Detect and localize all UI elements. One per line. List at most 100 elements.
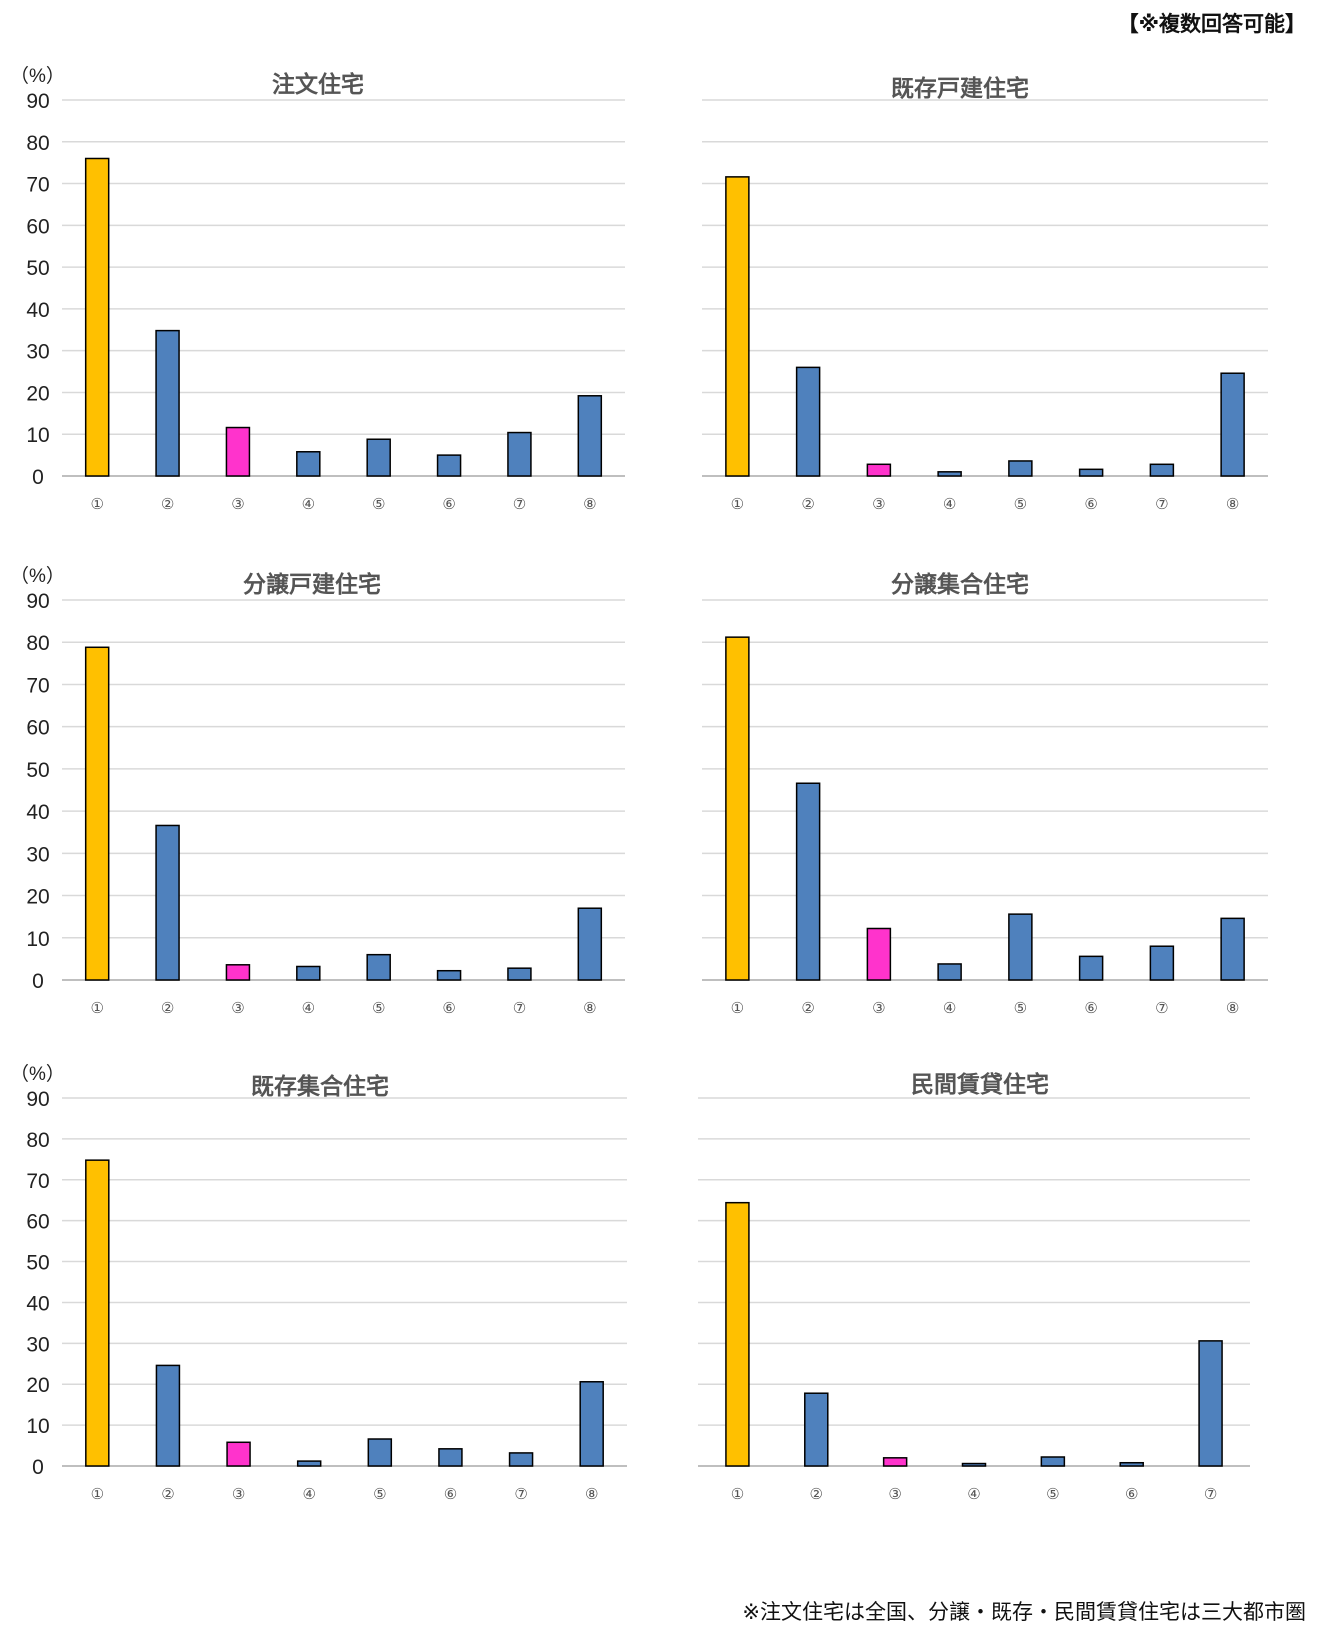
chart-panel-2: 既存戸建住宅 ① ② ③ ④ ⑤ ⑥ ⑦ ⑧ — [650, 60, 1320, 530]
category-label: ② — [161, 1485, 174, 1503]
bar-4 — [296, 965, 321, 981]
bar-3 — [225, 426, 251, 477]
chart-title: 分譲戸建住宅 — [243, 571, 381, 598]
bar-5 — [1040, 1456, 1066, 1467]
y-tick-label: 30 — [26, 843, 49, 866]
y-tick-label: 50 — [26, 257, 49, 280]
category-label: ① — [731, 495, 744, 513]
y-tick-label: 10 — [26, 928, 49, 951]
bar-chart: 0 10 20 30 40 50 60 70 80 90 （%） 注文住宅 ① ② ③ ④ ⑤ ⑥ ⑦ ⑧ — [10, 65, 625, 513]
bar-8 — [577, 395, 603, 477]
category-label: ① — [91, 1485, 104, 1503]
category-label: ⑤ — [1014, 999, 1027, 1017]
bar-5 — [367, 1438, 393, 1467]
bar-chart: 民間賃貸住宅 ① ② ③ ④ ⑤ ⑥ ⑦ — [698, 1071, 1250, 1503]
y-tick-label: 20 — [26, 886, 49, 909]
y-tick-label: 90 — [26, 1088, 49, 1111]
bar-4 — [937, 471, 962, 477]
category-label: ③ — [872, 999, 885, 1017]
bar-4 — [296, 451, 321, 477]
bar-7 — [1149, 945, 1175, 981]
bar-chart: 既存戸建住宅 ① ② ③ ④ ⑤ ⑥ ⑦ ⑧ — [702, 75, 1268, 513]
y-tick-label: 30 — [26, 341, 49, 364]
category-label: ⑤ — [1014, 495, 1027, 513]
bar-6 — [436, 454, 462, 477]
category-label: ⑦ — [513, 999, 526, 1017]
y-tick-label: 80 — [26, 1129, 49, 1152]
bar-3 — [866, 463, 892, 477]
chart-panel-3: 0 10 20 30 40 50 60 70 80 90 （%） 分譲戸建住宅 ① ② ③ ④ ⑤ ⑥ ⑦ ⑧ — [0, 560, 650, 1030]
chart-title: 注文住宅 — [272, 71, 364, 98]
y-tick-label: 20 — [26, 1374, 49, 1397]
category-label: ⑥ — [442, 999, 455, 1017]
y-tick-label: 0 — [32, 970, 44, 993]
y-tick-label: 10 — [26, 424, 49, 447]
bar-2 — [804, 1392, 829, 1467]
bar-4 — [296, 1460, 322, 1467]
category-label: ② — [810, 1485, 823, 1503]
y-tick-label: 80 — [26, 132, 49, 155]
y-tick-label: 40 — [26, 1292, 49, 1315]
chart-title: 既存戸建住宅 — [891, 75, 1029, 102]
y-tick-label: 90 — [26, 590, 49, 613]
chart-panel-5: 0 10 20 30 40 50 60 70 80 90 （%） 既存集合住宅 ① ② ③ ④ ⑤ ⑥ ⑦ ⑧ — [0, 1060, 650, 1530]
bar-7 — [1198, 1340, 1223, 1467]
y-tick-label: 60 — [26, 717, 49, 740]
y-tick-label: 60 — [26, 215, 49, 238]
y-tick-label: 40 — [26, 299, 49, 322]
bar-1 — [725, 176, 750, 477]
category-label: ④ — [302, 495, 315, 513]
category-label: ② — [161, 495, 174, 513]
chart-panel-1: 0 10 20 30 40 50 60 70 80 90 （%） 注文住宅 ① ② ③ ④ ⑤ ⑥ ⑦ ⑧ — [0, 60, 650, 530]
bar-4 — [961, 1462, 987, 1467]
bar-7 — [507, 431, 532, 477]
category-label: ⑥ — [1084, 495, 1097, 513]
category-label: ⑦ — [1155, 495, 1168, 513]
bar-2 — [155, 1364, 181, 1467]
bar-6 — [1078, 955, 1104, 981]
bar-chart: 0 10 20 30 40 50 60 70 80 90 （%） 既存集合住宅 ① ② ③ ④ ⑤ ⑥ ⑦ ⑧ — [10, 1063, 627, 1503]
category-label: ⑤ — [372, 999, 385, 1017]
category-label: ③ — [888, 1485, 901, 1503]
bar-8 — [579, 1381, 604, 1467]
y-tick-label: 30 — [26, 1333, 49, 1356]
category-label: ① — [731, 1485, 744, 1503]
bar-6 — [1078, 468, 1104, 477]
category-label: ③ — [231, 495, 244, 513]
chart-title: 既存集合住宅 — [251, 1073, 389, 1100]
category-label: ④ — [967, 1485, 980, 1503]
bar-2 — [795, 782, 821, 981]
category-label: ⑥ — [442, 495, 455, 513]
bar-1 — [84, 646, 110, 981]
bar-2 — [155, 329, 180, 477]
bar-4 — [937, 963, 962, 981]
category-label: ② — [801, 999, 814, 1017]
category-label: ⑦ — [513, 495, 526, 513]
y-unit-label: （%） — [10, 1063, 65, 1085]
bar-3 — [882, 1457, 908, 1467]
bar-2 — [155, 824, 180, 981]
category-label: ④ — [943, 999, 956, 1017]
y-tick-label: 90 — [26, 90, 49, 113]
bar-7 — [1149, 463, 1175, 477]
y-tick-label: 0 — [32, 1456, 44, 1479]
chart-panel-6: 民間賃貸住宅 ① ② ③ ④ ⑤ ⑥ ⑦ — [650, 1060, 1320, 1530]
category-label: ④ — [302, 999, 315, 1017]
y-tick-label: 70 — [26, 674, 49, 697]
category-label: ④ — [943, 495, 956, 513]
bar-1 — [84, 157, 110, 477]
y-tick-label: 50 — [26, 1252, 49, 1275]
bar-2 — [795, 366, 821, 477]
bar-3 — [866, 927, 892, 981]
category-label: ④ — [302, 1485, 315, 1503]
bar-1 — [85, 1159, 110, 1467]
y-tick-label: 80 — [26, 632, 49, 655]
bar-5 — [1008, 913, 1033, 981]
category-label: ⑥ — [1084, 999, 1097, 1017]
bar-5 — [366, 438, 391, 477]
y-tick-label: 60 — [26, 1211, 49, 1234]
category-label: ⑤ — [1046, 1485, 1059, 1503]
y-unit-label: （%） — [10, 65, 65, 87]
bar-8 — [1220, 372, 1245, 477]
category-label: ⑦ — [514, 1485, 527, 1503]
